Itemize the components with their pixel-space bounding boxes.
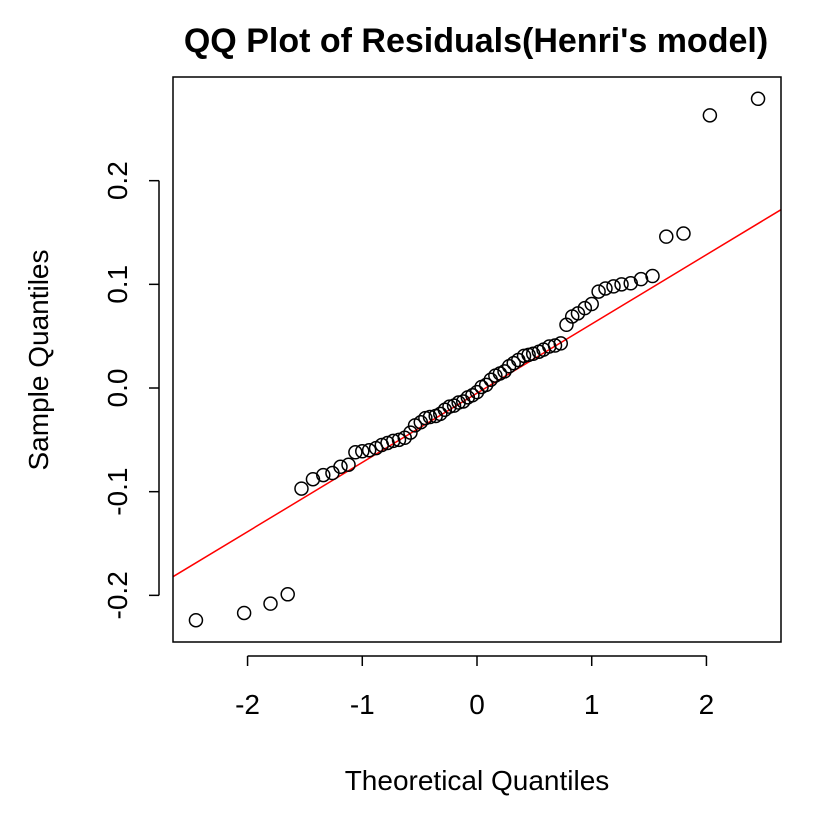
data-point (236, 605, 252, 621)
data-point (645, 268, 660, 284)
data-point (355, 443, 370, 459)
y-tick-label: 0.2 (102, 161, 133, 200)
data-point (750, 91, 766, 107)
data-point (591, 284, 606, 299)
y-axis: -0.2 -0.1 0.0 0.1 0.2 (102, 161, 160, 619)
data-point (348, 445, 363, 460)
chart-title: QQ Plot of Residuals(Henri's model) (184, 22, 768, 60)
x-axis-label: Theoretical Quantiles (345, 765, 610, 796)
data-point (659, 229, 674, 244)
data-point (294, 481, 309, 496)
data-point (478, 377, 494, 393)
data-point (598, 281, 613, 296)
plot-area (172, 76, 782, 643)
data-point (469, 384, 485, 400)
data-point (702, 108, 718, 123)
data-point (506, 355, 521, 371)
data-point (577, 300, 593, 316)
x-tick-label: -1 (350, 689, 375, 720)
data-point (433, 406, 448, 422)
data-point (584, 296, 599, 312)
data-point (188, 612, 204, 628)
data-point (446, 398, 462, 413)
plot-frame (172, 76, 782, 643)
x-tick-label: 1 (584, 689, 600, 720)
y-axis-label: Sample Quantiles (23, 249, 54, 470)
x-tick-label: 0 (469, 689, 485, 720)
data-point (465, 388, 480, 403)
data-point (422, 409, 438, 425)
data-point (305, 471, 321, 487)
x-tick-label: 2 (699, 689, 715, 720)
data-point (316, 467, 331, 483)
data-point (263, 596, 278, 611)
data-point (437, 402, 453, 418)
data-point (497, 364, 512, 379)
data-point (623, 276, 638, 291)
data-point (341, 457, 356, 472)
data-point (676, 226, 691, 241)
y-tick-label: 0.0 (102, 369, 133, 408)
data-point (553, 336, 568, 351)
y-tick-label: -0.2 (102, 571, 133, 619)
data-point (280, 587, 295, 602)
data-point (361, 442, 377, 458)
data-point (606, 279, 621, 294)
data-point (614, 277, 629, 292)
x-axis: -2 -1 0 1 2 (235, 655, 715, 720)
y-tick-label: -0.1 (102, 468, 133, 516)
x-tick-label: -2 (235, 689, 260, 720)
data-point (333, 459, 348, 475)
reference-line (173, 209, 781, 578)
data-point (403, 425, 418, 440)
y-tick-label: 0.1 (102, 265, 133, 304)
